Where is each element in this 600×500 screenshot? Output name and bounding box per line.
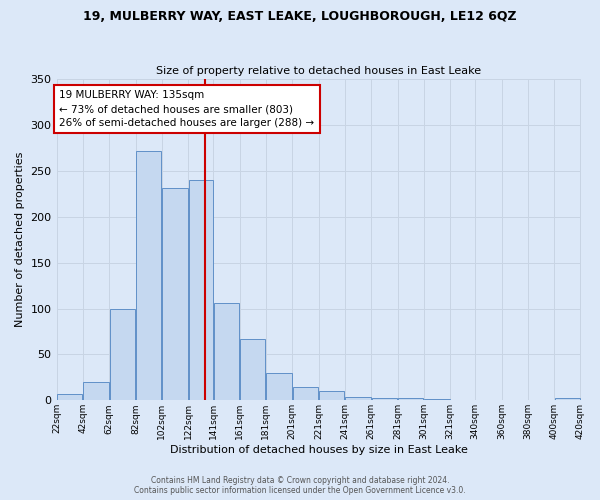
Bar (214, 303, 239, 400)
Bar (293, 386, 318, 400)
Text: Contains HM Land Registry data © Crown copyright and database right 2024.
Contai: Contains HM Land Registry data © Crown c… (134, 476, 466, 495)
X-axis label: Distribution of detached houses by size in East Leake: Distribution of detached houses by size … (170, 445, 467, 455)
Bar (372, 398, 397, 400)
Bar (266, 373, 292, 400)
Bar (136, 150, 161, 400)
Bar (83, 382, 109, 400)
Bar (189, 180, 212, 400)
Bar (240, 339, 265, 400)
Bar (57, 394, 82, 400)
Text: 19 MULBERRY WAY: 135sqm
← 73% of detached houses are smaller (803)
26% of semi-d: 19 MULBERRY WAY: 135sqm ← 73% of detache… (59, 90, 314, 128)
Bar (319, 391, 344, 400)
Text: 19, MULBERRY WAY, EAST LEAKE, LOUGHBOROUGH, LE12 6QZ: 19, MULBERRY WAY, EAST LEAKE, LOUGHBOROU… (83, 10, 517, 23)
Title: Size of property relative to detached houses in East Leake: Size of property relative to detached ho… (156, 66, 481, 76)
Bar (110, 308, 135, 400)
Bar (554, 398, 580, 400)
Y-axis label: Number of detached properties: Number of detached properties (15, 152, 25, 328)
Bar (398, 398, 424, 400)
Bar (163, 188, 188, 400)
Bar (346, 396, 371, 400)
